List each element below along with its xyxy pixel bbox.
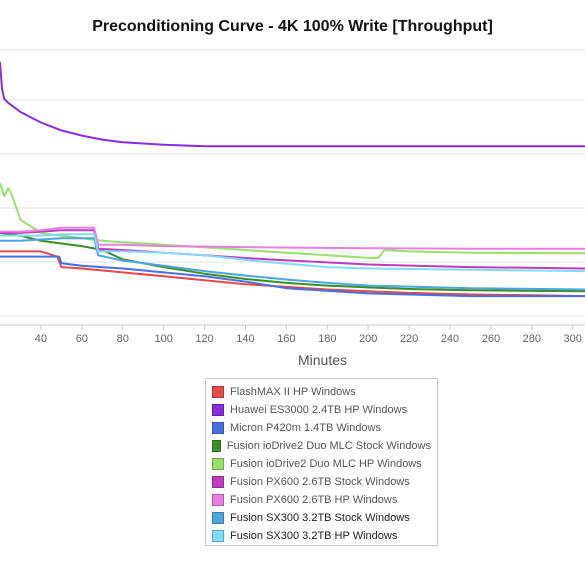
gridlines xyxy=(0,49,585,317)
legend-item[interactable]: Fusion PX600 2.6TB HP Windows xyxy=(212,491,431,509)
legend-swatch xyxy=(212,530,224,542)
legend-label: Fusion ioDrive2 Duo MLC HP Windows xyxy=(230,458,422,470)
legend-label: Fusion ioDrive2 Duo MLC Stock Windows xyxy=(226,440,431,452)
x-tick-label: 60 xyxy=(76,333,88,345)
legend-swatch xyxy=(212,458,224,470)
x-tick-label: 280 xyxy=(523,333,541,345)
series-line-4 xyxy=(0,231,585,293)
x-tick-label: 80 xyxy=(117,333,129,345)
series-line-5 xyxy=(0,182,585,259)
legend-swatch xyxy=(212,494,224,506)
legend-label: Fusion PX600 2.6TB HP Windows xyxy=(230,494,398,506)
x-tick-label: 100 xyxy=(154,333,172,345)
series-lines xyxy=(0,61,585,298)
legend-item[interactable]: Fusion SX300 3.2TB HP Windows xyxy=(212,527,431,545)
x-tick-label: 140 xyxy=(236,333,254,345)
legend-swatch xyxy=(212,422,224,434)
x-axis-title: Minutes xyxy=(298,352,347,368)
legend-item[interactable]: Fusion PX600 2.6TB Stock Windows xyxy=(212,473,431,491)
legend-swatch xyxy=(212,476,224,488)
x-tick-label: 240 xyxy=(441,333,459,345)
series-line-7 xyxy=(0,226,585,250)
legend-item[interactable]: FlashMAX II HP Windows xyxy=(212,383,431,401)
legend-item[interactable]: Fusion SX300 3.2TB Stock Windows xyxy=(212,509,431,527)
legend-swatch xyxy=(212,404,224,416)
x-tick-label: 300 xyxy=(564,333,582,345)
legend-swatch xyxy=(212,512,224,524)
x-tick-label: 180 xyxy=(318,333,336,345)
chart-title: Preconditioning Curve - 4K 100% Write [T… xyxy=(92,18,493,35)
series-line-9 xyxy=(0,233,585,273)
series-line-2 xyxy=(0,61,585,148)
x-tick-label: 160 xyxy=(277,333,295,345)
legend: FlashMAX II HP Windows Huawei ES3000 2.4T… xyxy=(205,378,438,546)
series-line-6 xyxy=(0,229,585,270)
x-tick-label: 200 xyxy=(359,333,377,345)
legend-item[interactable]: Fusion ioDrive2 Duo MLC HP Windows xyxy=(212,455,431,473)
x-tick-label: 40 xyxy=(35,333,47,345)
legend-item[interactable]: Micron P420m 1.4TB Windows xyxy=(212,419,431,437)
series-line-8 xyxy=(0,237,585,291)
legend-item[interactable]: Fusion ioDrive2 Duo MLC Stock Windows xyxy=(212,437,431,455)
legend-item[interactable]: Huawei ES3000 2.4TB HP Windows xyxy=(212,401,431,419)
legend-swatch xyxy=(212,386,224,398)
legend-label: Micron P420m 1.4TB Windows xyxy=(230,422,381,434)
legend-swatch xyxy=(212,440,221,452)
legend-label: Fusion PX600 2.6TB Stock Windows xyxy=(230,476,410,488)
x-tick-label: 260 xyxy=(482,333,500,345)
legend-label: FlashMAX II HP Windows xyxy=(230,386,356,398)
legend-label: Fusion SX300 3.2TB HP Windows xyxy=(230,530,398,542)
legend-label: Fusion SX300 3.2TB Stock Windows xyxy=(230,512,410,524)
x-tick-label: 220 xyxy=(400,333,418,345)
series-line-3 xyxy=(0,255,585,298)
x-tick-label: 120 xyxy=(195,333,213,345)
x-axis: 40 60 80 100 120 140 160 180 200 220 240 260 280 300 xyxy=(0,324,585,345)
legend-label: Huawei ES3000 2.4TB HP Windows xyxy=(230,404,408,416)
